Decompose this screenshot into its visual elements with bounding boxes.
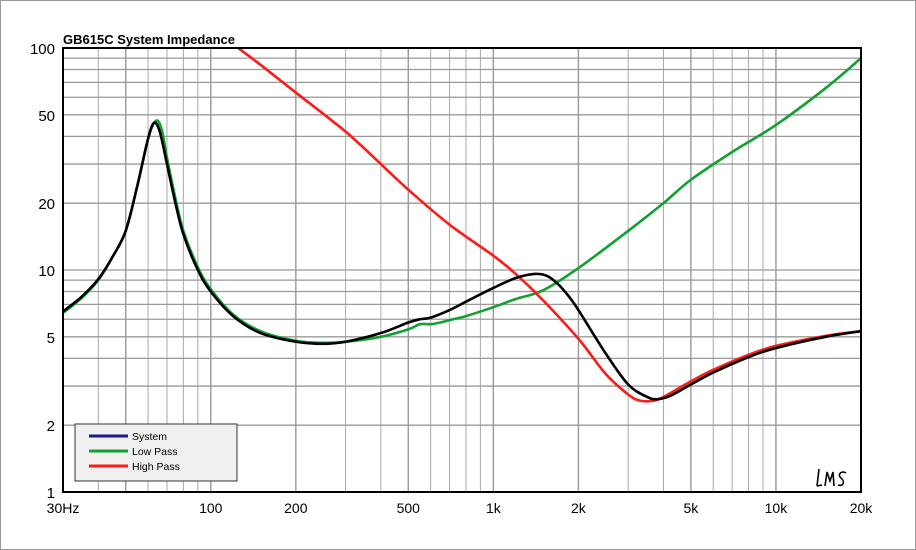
lms-logo xyxy=(816,468,847,487)
y-tick-label: 50 xyxy=(38,108,55,125)
series-line-system xyxy=(63,121,861,401)
x-tick-label: 5k xyxy=(683,500,699,516)
plot-border xyxy=(62,47,862,493)
x-tick-label: 20k xyxy=(850,500,874,516)
x-tick-label: 2k xyxy=(571,500,587,516)
x-tick-label: 100 xyxy=(199,500,223,516)
grid xyxy=(62,48,862,493)
y-axis-ticks: 1 2 5 10 20 50 100 xyxy=(30,41,55,502)
y-tick-label: 1 xyxy=(47,485,55,502)
y-tick-label: 2 xyxy=(47,418,55,435)
legend-label: System xyxy=(132,431,167,443)
y-tick-label: 10 xyxy=(38,263,55,280)
x-axis-ticks: 30Hz 100 200 500 1k 2k 5k 10k 20k xyxy=(47,500,874,516)
legend-label: High Pass xyxy=(132,461,180,473)
legend-label: Low Pass xyxy=(132,446,178,458)
x-tick-label: 1k xyxy=(486,500,502,516)
x-tick-label: 200 xyxy=(284,500,308,516)
chart-title: GB615C System Impedance xyxy=(63,32,235,47)
x-tick-label: 500 xyxy=(397,500,421,516)
y-tick-label: 100 xyxy=(30,41,55,58)
series-line-high-pass xyxy=(237,48,861,403)
series-line-low-pass xyxy=(63,57,861,345)
legend: System Low Pass High Pass xyxy=(74,423,238,482)
y-tick-label: 5 xyxy=(47,330,55,347)
x-tick-label: 10k xyxy=(765,500,789,516)
y-tick-label: 20 xyxy=(38,196,55,213)
x-tick-label: 30Hz xyxy=(47,500,80,516)
curves xyxy=(63,48,861,403)
